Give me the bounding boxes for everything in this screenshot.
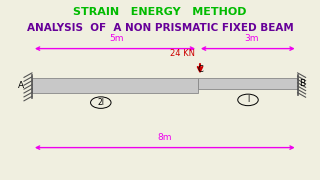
Text: 8m: 8m [157, 133, 172, 142]
Text: 24 KN: 24 KN [170, 50, 195, 59]
Text: 2I: 2I [97, 98, 104, 107]
Text: A: A [18, 81, 25, 90]
Bar [198, 78, 298, 89]
Text: 3m: 3m [244, 34, 259, 43]
Text: STRAIN   ENERGY   METHOD: STRAIN ENERGY METHOD [73, 7, 247, 17]
Text: I: I [247, 95, 249, 104]
Text: B: B [299, 79, 306, 88]
Bar [32, 78, 198, 93]
Text: C: C [197, 65, 203, 74]
Text: ANALYSIS  OF  A NON PRISMATIC FIXED BEAM: ANALYSIS OF A NON PRISMATIC FIXED BEAM [27, 23, 293, 33]
Text: 5m: 5m [109, 34, 124, 43]
